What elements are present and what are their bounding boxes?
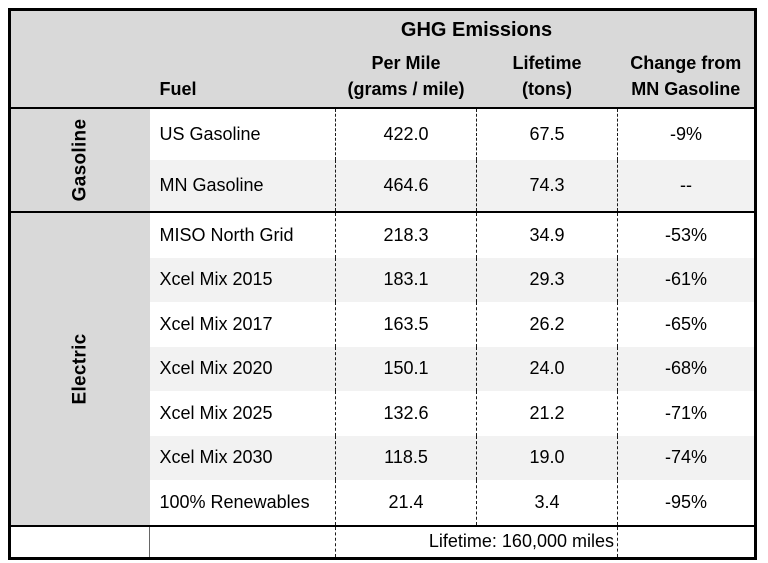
table-row-xcel-mix-2025: Xcel Mix 2025 132.6 21.2 -71% (10, 391, 756, 436)
cell-lifetime: 21.2 (476, 391, 618, 436)
cell-change: -61% (617, 257, 756, 302)
table-title: GHG Emissions (335, 9, 618, 49)
cell-lifetime: 19.0 (476, 435, 618, 480)
table-row-100-renewables: 100% Renewables 21.4 3.4 -95% (10, 480, 756, 527)
header-category-spacer (9, 49, 150, 109)
table-title-row: GHG Emissions (9, 9, 756, 49)
table-row-xcel-mix-2030: Xcel Mix 2030 118.5 19.0 -74% (10, 435, 756, 480)
cell-change: -53% (617, 212, 756, 258)
column-header-per-mile-line2: (grams / mile) (347, 78, 465, 99)
footer-lifetime-note: Lifetime: 160,000 miles (335, 525, 618, 558)
cell-per-mile: 422.0 (335, 108, 477, 160)
cell-lifetime: 67.5 (476, 108, 618, 160)
cell-change: -65% (617, 302, 756, 347)
cell-per-mile: 132.6 (335, 391, 477, 436)
cell-fuel: MN Gasoline (149, 160, 336, 213)
cell-lifetime: 3.4 (476, 480, 618, 527)
cell-per-mile: 163.5 (335, 302, 477, 347)
cell-change: -71% (617, 391, 756, 436)
footer-fuel-spacer (149, 525, 336, 558)
group-label-gasoline: Gasoline (9, 108, 150, 213)
footer-category-spacer (9, 525, 150, 558)
cell-fuel: 100% Renewables (149, 480, 336, 527)
cell-change: -74% (617, 435, 756, 480)
cell-per-mile: 21.4 (335, 480, 477, 527)
column-header-per-mile: Per Mile (grams / mile) (335, 49, 477, 109)
cell-fuel: Xcel Mix 2017 (159, 313, 273, 334)
table-row-us-gasoline: Gasoline US Gasoline 422.0 67.5 -9% (9, 108, 756, 213)
column-header-lifetime-line2: (tons) (522, 78, 572, 99)
ghg-emissions-table: GHG Emissions Fuel Per Mile (grams / mil… (8, 8, 757, 560)
group-label-gasoline-text: Gasoline (69, 118, 91, 202)
cell-per-mile: 218.3 (335, 212, 477, 258)
cell-fuel: Xcel Mix 2025 (159, 402, 273, 423)
cell-fuel: US Gasoline (159, 124, 261, 144)
table-row-miso-north-grid: Electric MISO North Grid 218.3 34.9 -53% (9, 212, 756, 527)
cell-lifetime: 34.9 (476, 212, 618, 258)
column-header-fuel: Fuel (149, 49, 336, 109)
header-spacer-left (9, 9, 336, 49)
cell-per-mile: 118.5 (335, 435, 477, 480)
cell-per-mile: 183.1 (335, 257, 477, 302)
table-row-xcel-mix-2015: Xcel Mix 2015 183.1 29.3 -61% (10, 257, 756, 302)
cell-fuel: Xcel Mix 2020 (149, 346, 336, 391)
column-header-per-mile-line1: Per Mile (371, 52, 441, 73)
table-footer-row: Lifetime: 160,000 miles (9, 525, 756, 558)
footer-change-spacer (617, 525, 756, 558)
cell-per-mile: 464.6 (335, 160, 477, 213)
cell-change: -- (617, 160, 756, 213)
cell-lifetime: 26.2 (476, 302, 618, 347)
header-spacer-right (617, 9, 756, 49)
cell-change: -68% (617, 346, 756, 391)
cell-lifetime: 29.3 (476, 257, 618, 302)
column-header-change: Change from MN Gasoline (617, 49, 756, 109)
cell-change: -9% (617, 108, 756, 160)
table-row-mn-gasoline: MN Gasoline 464.6 74.3 -- (10, 160, 756, 213)
column-header-change-line1: Change from (630, 52, 742, 73)
cell-fuel: Xcel Mix 2015 (149, 257, 336, 302)
cell-lifetime: 24.0 (476, 346, 618, 391)
column-header-lifetime-line1: Lifetime (512, 52, 582, 73)
table-row-xcel-mix-2020: Xcel Mix 2020 150.1 24.0 -68% (10, 346, 756, 391)
cell-change: -95% (617, 480, 756, 527)
cell-lifetime: 74.3 (476, 160, 618, 213)
group-label-electric: Electric (9, 212, 150, 527)
column-header-change-line2: MN Gasoline (631, 78, 741, 99)
group-label-electric-text: Electric (69, 333, 91, 405)
table-row-xcel-mix-2017: Xcel Mix 2017 163.5 26.2 -65% (10, 302, 756, 347)
cell-per-mile: 150.1 (335, 346, 477, 391)
column-header-lifetime: Lifetime (tons) (476, 49, 618, 109)
column-header-row: Fuel Per Mile (grams / mile) Lifetime (t… (9, 49, 756, 109)
cell-fuel: MISO North Grid (159, 224, 294, 245)
cell-fuel: Xcel Mix 2030 (149, 435, 336, 480)
